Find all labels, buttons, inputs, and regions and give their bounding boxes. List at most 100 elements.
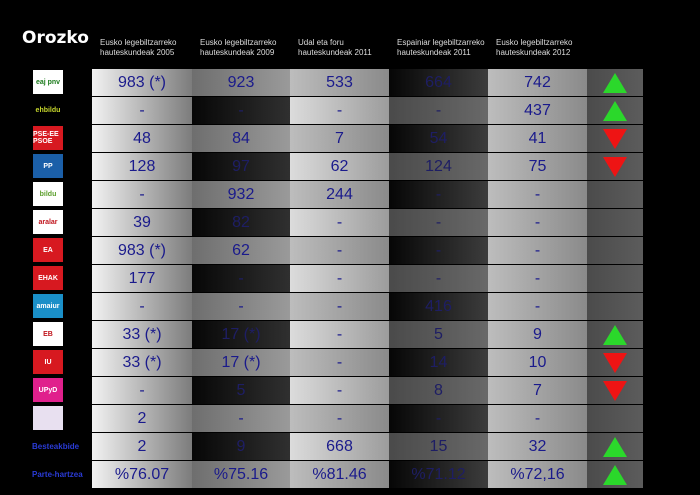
- column-header-line: hauteskundeak 2011: [298, 48, 372, 57]
- arrow-down-icon: [603, 156, 627, 177]
- table-cell: -: [389, 97, 488, 124]
- party-logo-bildu: bildu: [33, 182, 63, 206]
- table-cell: 17 (*): [192, 321, 290, 348]
- party-logo-ea: EA: [33, 238, 63, 262]
- column-header-line: Udal eta foru: [298, 38, 344, 47]
- column-header-line: hauteskundeak 2005: [100, 48, 175, 57]
- column-header-line: hauteskundeak 2012: [496, 48, 571, 57]
- table-cell: %71.12: [389, 461, 488, 488]
- table-cell: 15: [389, 433, 488, 460]
- table-cell: -: [488, 293, 587, 320]
- party-logo-ezker-batua: EB: [33, 322, 63, 346]
- arrow-up-icon: [603, 324, 627, 345]
- table-cell: 437: [488, 97, 587, 124]
- table-cell: %81.46: [290, 461, 389, 488]
- table-cell: 244: [290, 181, 389, 208]
- trend-cell: [587, 461, 643, 488]
- table-cell: 17 (*): [192, 349, 290, 376]
- row-label: Besteakbide: [32, 442, 80, 451]
- table-cell: %76.07: [92, 461, 192, 488]
- table-cell: -: [92, 293, 192, 320]
- table-cell: 668: [290, 433, 389, 460]
- table-cell: 983 (*): [92, 69, 192, 96]
- table-cell: 54: [389, 125, 488, 152]
- table-cell: 533: [290, 69, 389, 96]
- table-cell: -: [192, 293, 290, 320]
- table-cell: 9: [192, 433, 290, 460]
- table-cell: -: [488, 181, 587, 208]
- party-logo-others: [33, 406, 63, 430]
- table-cell: -: [290, 209, 389, 236]
- table-cell: -: [488, 209, 587, 236]
- column-header-line: Espainiar legebiltzarreko: [397, 38, 485, 47]
- table-cell: -: [92, 377, 192, 404]
- party-logo-upyd: UPyD: [33, 378, 63, 402]
- table-cell: -: [92, 97, 192, 124]
- table-cell: 177: [92, 265, 192, 292]
- party-logo-amaiur: amaiur: [33, 294, 63, 318]
- table-cell: 39: [92, 209, 192, 236]
- trend-cell: [587, 293, 643, 320]
- table-cell: %72,16: [488, 461, 587, 488]
- arrow-down-icon: [603, 128, 627, 149]
- party-logo-aralar: aralar: [33, 210, 63, 234]
- table-cell: -: [290, 321, 389, 348]
- table-cell: -: [290, 377, 389, 404]
- table-cell: 923: [192, 69, 290, 96]
- trend-cell: [587, 265, 643, 292]
- trend-cell: [587, 181, 643, 208]
- row-label: Parte-hartzea: [32, 470, 83, 479]
- table-cell: 2: [92, 433, 192, 460]
- trend-cell: [587, 237, 643, 264]
- table-cell: 128: [92, 153, 192, 180]
- table-cell: 33 (*): [92, 321, 192, 348]
- trend-cell: [587, 433, 643, 460]
- trend-cell: [587, 209, 643, 236]
- arrow-up-icon: [603, 100, 627, 121]
- table-cell: 84: [192, 125, 290, 152]
- table-cell: 5: [192, 377, 290, 404]
- table-cell: 33 (*): [92, 349, 192, 376]
- table-cell: -: [290, 293, 389, 320]
- trend-cell: [587, 321, 643, 348]
- table-cell: 664: [389, 69, 488, 96]
- table-cell: -: [488, 237, 587, 264]
- column-header-2: Udal eta foru hauteskundeak 2011: [298, 38, 372, 58]
- page-title: Orozko: [22, 28, 89, 48]
- trend-cell: [587, 405, 643, 432]
- table-cell: -: [389, 405, 488, 432]
- table-cell: 983 (*): [92, 237, 192, 264]
- arrow-down-icon: [603, 380, 627, 401]
- party-logo-pp: PP: [33, 154, 63, 178]
- column-header-line: hauteskundeak 2011: [397, 48, 471, 57]
- table-cell: -: [290, 265, 389, 292]
- arrow-up-icon: [603, 464, 627, 485]
- column-header-line: Eusko legebiltzarreko: [100, 38, 177, 47]
- party-logo-iu: IU: [33, 350, 63, 374]
- table-cell: -: [192, 97, 290, 124]
- table-cell: 32: [488, 433, 587, 460]
- party-logo-pse-ee: PSE-EE PSOE: [33, 126, 63, 150]
- column-header-1: Eusko legebiltzarreko hauteskundeak 2009: [200, 38, 276, 58]
- table-cell: -: [389, 209, 488, 236]
- table-cell: 62: [192, 237, 290, 264]
- arrow-up-icon: [603, 436, 627, 457]
- table-cell: 62: [290, 153, 389, 180]
- table-cell: -: [290, 97, 389, 124]
- table-cell: -: [488, 405, 587, 432]
- arrow-up-icon: [603, 72, 627, 93]
- table-cell: -: [389, 265, 488, 292]
- table-cell: 742: [488, 69, 587, 96]
- table-cell: 124: [389, 153, 488, 180]
- table-cell: -: [290, 405, 389, 432]
- trend-cell: [587, 377, 643, 404]
- trend-cell: [587, 97, 643, 124]
- table-cell: 41: [488, 125, 587, 152]
- table-cell: 5: [389, 321, 488, 348]
- column-header-4: Eusko legebiltzarreko hauteskundeak 2012: [496, 38, 572, 58]
- party-logo-ehbildu: ehbildu: [33, 98, 63, 122]
- table-cell: 75: [488, 153, 587, 180]
- table-cell: -: [92, 181, 192, 208]
- table-cell: %75.16: [192, 461, 290, 488]
- table-cell: 97: [192, 153, 290, 180]
